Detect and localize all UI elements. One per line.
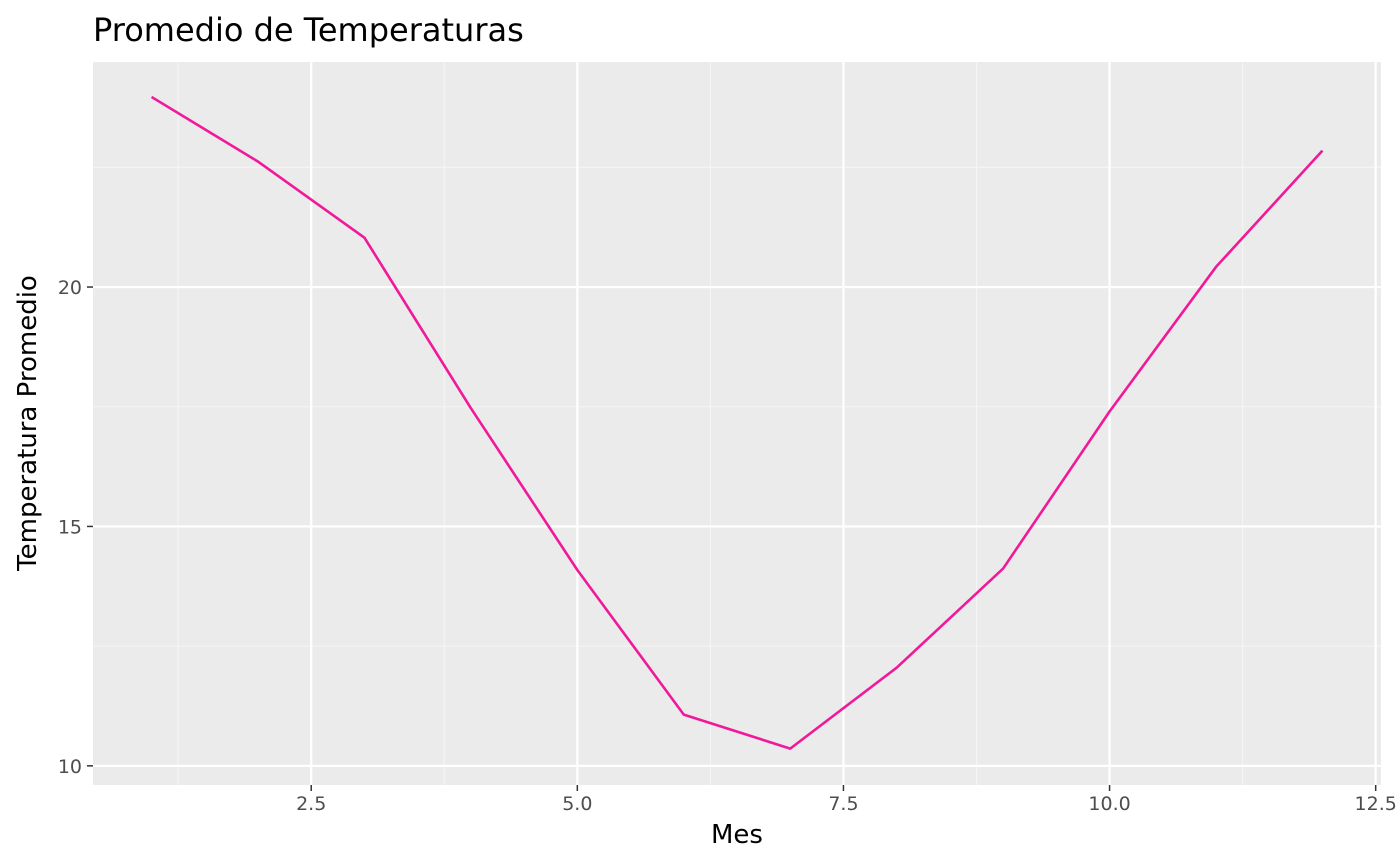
y-tick-label: 15	[58, 516, 82, 538]
series-line-0	[150, 95, 1324, 750]
chart-title: Promedio de Temperaturas	[93, 11, 524, 49]
x-tick-label: 5.0	[562, 793, 592, 815]
x-axis: 2.5 5.0 7.5 10.0 12.5	[296, 785, 1397, 815]
y-axis: 10 15 20	[58, 277, 93, 778]
plot-panel	[93, 62, 1381, 785]
x-axis-title: Mes	[711, 820, 763, 850]
y-tick-label: 10	[58, 756, 82, 778]
y-tick-label: 20	[58, 277, 82, 299]
x-tick-label: 2.5	[296, 793, 326, 815]
x-tick-label: 10.0	[1088, 793, 1130, 815]
y-axis-title: Temperatura Promedio	[13, 275, 43, 572]
x-tick-label: 12.5	[1355, 793, 1397, 815]
minor-gridlines	[93, 62, 1381, 785]
x-tick-label: 7.5	[828, 793, 858, 815]
major-gridlines	[93, 62, 1381, 785]
series-layer	[150, 95, 1324, 750]
